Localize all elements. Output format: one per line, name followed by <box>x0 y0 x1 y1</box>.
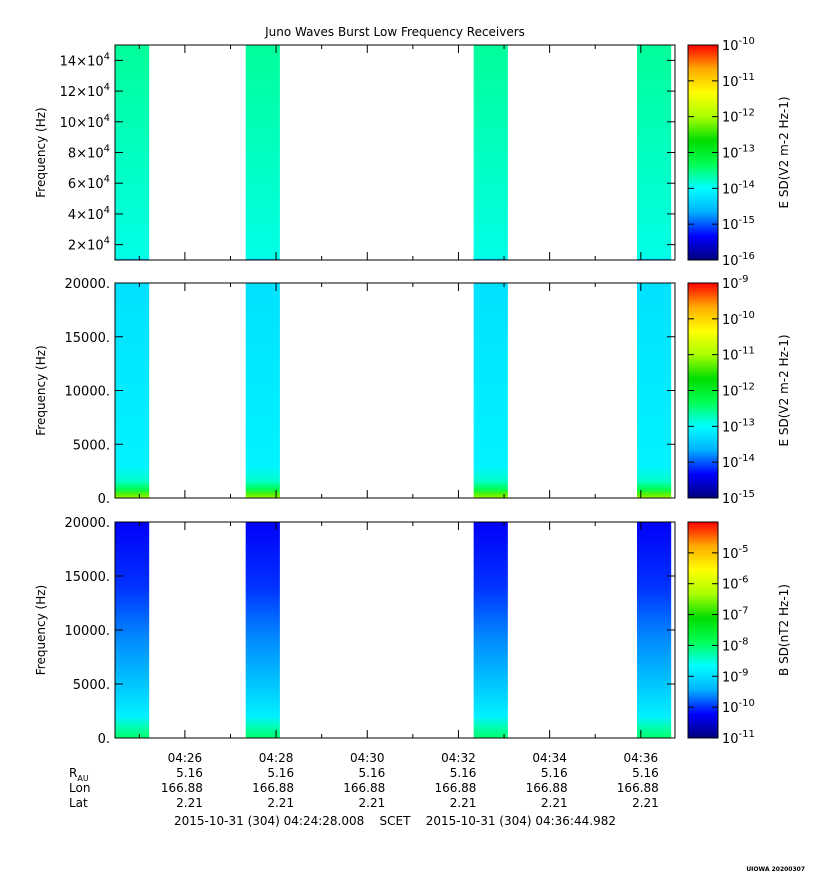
y-tick-label: 12×104 <box>60 82 110 100</box>
colorbar-tick-label: 10-11 <box>722 346 755 364</box>
colorbar-label: E SD(V2 m-2 Hz-1) <box>777 334 791 446</box>
colorbar <box>687 521 719 739</box>
y-tick-label: 10000. <box>65 624 111 639</box>
colorbar-tick-label: 10-12 <box>722 382 755 400</box>
y-tick-label: 14×104 <box>60 51 110 69</box>
x-tick-label: 04:30 <box>350 751 385 765</box>
colorbar-tick-label: 10-10 <box>722 310 755 328</box>
footer-end-time: 2015-10-31 (304) 04:36:44.982 <box>425 814 616 828</box>
ephemeris-lon-value: 166.88 <box>161 781 203 795</box>
colorbar-tick-label: 10-9 <box>722 667 749 685</box>
ephemeris-r-value: 5.16 <box>541 766 568 780</box>
ephemeris-lon-value: 166.88 <box>617 781 659 795</box>
y-tick-label: 15000. <box>65 570 111 585</box>
colorbar-tick-label: 10-10 <box>722 698 755 716</box>
burst-4 <box>637 283 672 498</box>
colorbar-tick-label: 10-10 <box>722 36 755 54</box>
ephemeris-lat-value: 2.21 <box>541 796 568 810</box>
colorbar-tick-label: 10-11 <box>722 72 755 90</box>
panel-2: 0. 5000. 10000. 15000. 20000. Frequency (Hz) 1… <box>34 274 791 507</box>
ephemeris-label-lat: Lat <box>69 796 88 810</box>
burst-2 <box>245 283 280 498</box>
colorbar-tick-label: 10-16 <box>722 251 755 269</box>
y-tick-label: 15000. <box>65 331 111 346</box>
ephemeris-label-r: RAU <box>69 766 89 783</box>
ephemeris-lat-value: 2.21 <box>632 796 659 810</box>
x-tick-label: 04:28 <box>259 751 294 765</box>
colorbar-tick-label: 10-5 <box>722 544 749 562</box>
plot-title: Juno Waves Burst Low Frequency Receivers <box>265 25 525 39</box>
x-tick-label: 04:34 <box>532 751 567 765</box>
panel-3: 0. 5000. 10000. 15000. 20000. Frequency (Hz) 1… <box>34 516 791 747</box>
colorbar-label: B SD(nT2 Hz-1) <box>777 584 791 676</box>
ephemeris-lon-value: 166.88 <box>434 781 476 795</box>
y-tick-label: 6×104 <box>68 174 110 192</box>
burst-4 <box>637 45 672 260</box>
colorbar-tick-label: 10-8 <box>722 636 749 654</box>
ephemeris-lat-value: 2.21 <box>267 796 294 810</box>
burst-2 <box>245 522 280 738</box>
colorbar-tick-label: 10-15 <box>722 215 755 233</box>
burst-3 <box>473 522 508 738</box>
ephemeris-r-value: 5.16 <box>632 766 659 780</box>
colorbar-label: E SD(V2 m-2 Hz-1) <box>777 96 791 208</box>
y-axis-label: Frequency (Hz) <box>34 345 48 436</box>
footer-start-time: 2015-10-31 (304) 04:24:28.008 <box>174 814 365 828</box>
y-tick-label: 5000. <box>73 678 110 693</box>
ephemeris-lon-value: 166.88 <box>252 781 294 795</box>
colorbar-tick-label: 10-15 <box>722 489 755 507</box>
y-tick-label: 2×104 <box>68 236 110 254</box>
ephemeris-lon-value: 166.88 <box>343 781 385 795</box>
burst-4 <box>637 522 672 738</box>
colorbar-tick-label: 10-6 <box>722 575 749 593</box>
colorbar-tick-label: 10-14 <box>722 179 755 197</box>
ephemeris-r-value: 5.16 <box>450 766 477 780</box>
ephemeris-label-lon: Lon <box>69 781 90 795</box>
footer-time-frame: SCET <box>379 814 411 828</box>
y-tick-label: 0. <box>98 732 110 747</box>
y-tick-label: 8×104 <box>68 144 110 162</box>
ephemeris-lon-value: 166.88 <box>526 781 568 795</box>
colorbar-tick-label: 10-13 <box>722 417 755 435</box>
colorbar-tick-label: 10-14 <box>722 453 755 471</box>
panel-1: 2×104 4×104 6×104 8×104 10×104 12×104 14×104 Fr… <box>34 36 791 269</box>
ephemeris-lat-value: 2.21 <box>176 796 203 810</box>
x-tick-label: 04:32 <box>441 751 476 765</box>
ephemeris-r-value: 5.16 <box>176 766 203 780</box>
version-stamp: UIOWA 20200307 <box>746 866 805 873</box>
y-tick-label: 10×104 <box>60 113 110 131</box>
x-tick-label: 04:36 <box>624 751 659 765</box>
time-range-footer: 2015-10-31 (304) 04:24:28.008 SCET 2015-… <box>0 814 790 828</box>
colorbar-tick-label: 10-12 <box>722 108 755 126</box>
y-axis-label: Frequency (Hz) <box>34 585 48 676</box>
y-axis-label: Frequency (Hz) <box>34 107 48 198</box>
y-tick-label: 20000. <box>65 516 111 531</box>
burst-3 <box>473 283 508 498</box>
x-tick-label: 04:26 <box>168 751 203 765</box>
y-tick-label: 20000. <box>65 277 111 292</box>
y-tick-label: 4×104 <box>68 205 110 223</box>
colorbar-tick-label: 10-11 <box>722 729 755 747</box>
burst-3 <box>473 45 508 260</box>
ephemeris-r-value: 5.16 <box>267 766 294 780</box>
colorbar-tick-label: 10-9 <box>722 274 749 292</box>
colorbar-tick-label: 10-13 <box>722 144 755 162</box>
burst-2 <box>245 45 280 260</box>
ephemeris-lat-value: 2.21 <box>450 796 477 810</box>
ephemeris-r-value: 5.16 <box>359 766 386 780</box>
ephemeris-lat-value: 2.21 <box>359 796 386 810</box>
y-tick-label: 10000. <box>65 385 111 400</box>
colorbar-tick-label: 10-7 <box>722 606 749 624</box>
y-tick-label: 0. <box>98 492 110 507</box>
y-tick-label: 5000. <box>73 438 110 453</box>
